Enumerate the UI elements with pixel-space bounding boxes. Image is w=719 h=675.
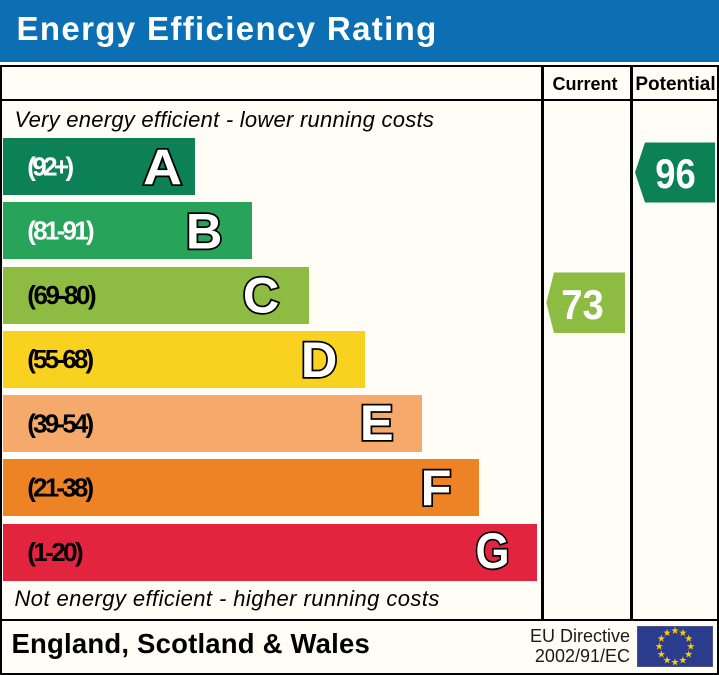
svg-text:G: G (476, 522, 510, 579)
svg-text:E: E (360, 394, 394, 451)
svg-text:A: A (143, 138, 182, 195)
svg-text:(92+): (92+) (27, 151, 74, 181)
svg-text:(81-91): (81-91) (27, 216, 95, 246)
svg-text:(55-68): (55-68) (27, 344, 94, 374)
svg-text:B: B (186, 202, 222, 259)
svg-text:C: C (243, 266, 279, 323)
svg-text:(1-20): (1-20) (27, 537, 83, 567)
svg-text:(39-54): (39-54) (27, 408, 94, 438)
svg-text:73: 73 (561, 281, 604, 328)
svg-text:(69-80): (69-80) (27, 280, 97, 310)
svg-text:(21-38): (21-38) (27, 473, 94, 503)
svg-text:F: F (421, 459, 452, 516)
svg-text:96: 96 (655, 150, 696, 197)
svg-text:D: D (301, 331, 337, 388)
